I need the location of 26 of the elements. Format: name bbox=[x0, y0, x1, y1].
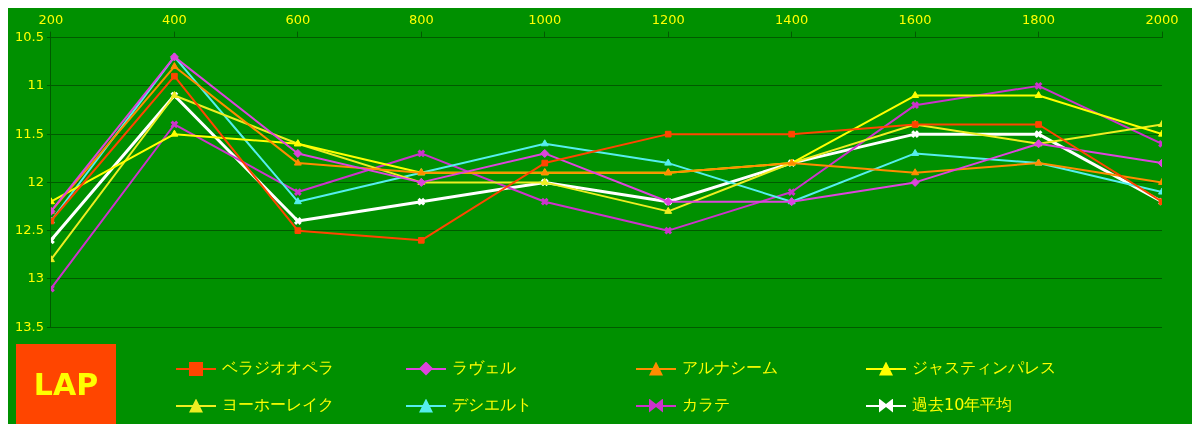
y-tick-label: 13.5 bbox=[14, 318, 44, 334]
x-tick-label: 800 bbox=[408, 12, 434, 28]
legend-label: ヨーホーレイク bbox=[222, 395, 334, 416]
y-tick-label: 12 bbox=[27, 173, 44, 189]
x-tick-label: 1000 bbox=[528, 12, 562, 28]
y-tick-label: 10.5 bbox=[14, 28, 44, 44]
x-tick-label: 1600 bbox=[898, 12, 932, 28]
y-tick-label: 12.5 bbox=[14, 222, 44, 238]
legend-label: カラテ bbox=[682, 395, 730, 416]
x-tick-label: 600 bbox=[285, 12, 311, 28]
legend-label: ラヴェル bbox=[452, 358, 516, 379]
text: LAP bbox=[16, 344, 116, 424]
x-tick-label: 200 bbox=[38, 12, 64, 28]
y-tick-label: 11 bbox=[27, 77, 44, 93]
legend-label: アルナシーム bbox=[682, 358, 778, 379]
legend-label: ベラジオオペラ bbox=[222, 358, 334, 379]
x-tick-label: 1800 bbox=[1022, 12, 1056, 28]
legend-label: ジャスティンパレス bbox=[912, 358, 1056, 379]
x-tick-label: 2000 bbox=[1145, 12, 1179, 28]
x-tick-label: 400 bbox=[161, 12, 187, 28]
legend-label: デシエルト bbox=[452, 395, 532, 416]
y-tick-label: 13 bbox=[27, 270, 44, 286]
x-tick-label: 1400 bbox=[775, 12, 809, 28]
legend-label: 過去10年平均 bbox=[912, 395, 1013, 416]
x-tick-label: 1200 bbox=[651, 12, 685, 28]
y-tick-label: 11.5 bbox=[14, 125, 44, 141]
